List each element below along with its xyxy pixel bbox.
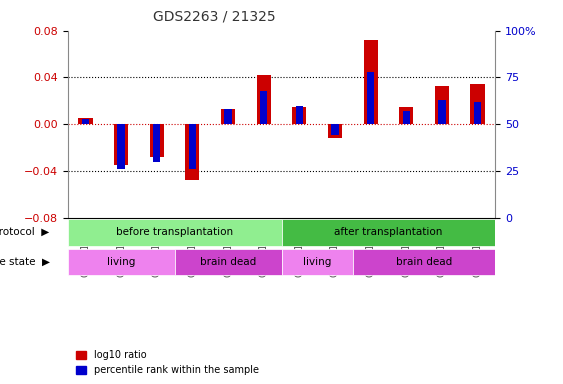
Bar <box>474 102 481 124</box>
Bar <box>403 111 410 124</box>
FancyBboxPatch shape <box>68 219 282 246</box>
Bar <box>189 124 196 169</box>
Text: GDS2263 / 21325: GDS2263 / 21325 <box>153 9 275 23</box>
Bar <box>185 124 199 180</box>
Text: disease state  ▶: disease state ▶ <box>0 257 50 267</box>
FancyBboxPatch shape <box>175 248 282 275</box>
Bar <box>221 109 235 124</box>
Text: brain dead: brain dead <box>200 257 256 267</box>
Text: before transplantation: before transplantation <box>116 227 233 237</box>
Bar <box>257 75 271 124</box>
FancyBboxPatch shape <box>282 248 353 275</box>
Text: living: living <box>107 257 135 267</box>
Bar <box>328 124 342 138</box>
Text: after transplantation: after transplantation <box>334 227 443 237</box>
Bar <box>332 124 338 136</box>
Text: brain dead: brain dead <box>396 257 452 267</box>
FancyBboxPatch shape <box>353 248 495 275</box>
Bar <box>118 124 124 169</box>
Bar <box>364 40 378 124</box>
Bar <box>292 107 306 124</box>
Bar <box>114 124 128 165</box>
Bar <box>82 119 89 124</box>
Bar <box>399 107 413 124</box>
Bar <box>260 91 267 124</box>
FancyBboxPatch shape <box>68 248 175 275</box>
Bar <box>78 118 92 124</box>
Bar <box>225 109 231 124</box>
Text: protocol  ▶: protocol ▶ <box>0 227 50 237</box>
Bar <box>439 100 445 124</box>
Bar <box>435 86 449 124</box>
FancyBboxPatch shape <box>282 219 495 246</box>
Bar <box>296 106 303 124</box>
Bar <box>153 124 160 162</box>
Bar <box>150 124 164 157</box>
Bar <box>367 72 374 124</box>
Legend: log10 ratio, percentile rank within the sample: log10 ratio, percentile rank within the … <box>73 346 263 379</box>
Text: living: living <box>303 257 332 267</box>
Bar <box>471 84 485 124</box>
